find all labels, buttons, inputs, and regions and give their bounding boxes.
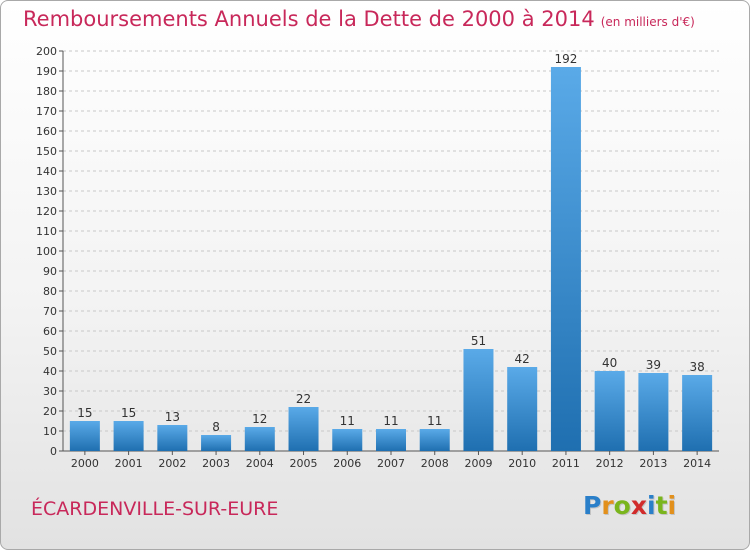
bar-value-label: 38 [689, 360, 704, 374]
x-tick-label: 2010 [508, 457, 536, 470]
y-tick-label: 110 [36, 225, 57, 238]
y-tick-label: 70 [43, 305, 57, 318]
x-tick-label: 2002 [158, 457, 186, 470]
bar-value-label: 15 [77, 406, 92, 420]
logo-letter: x [630, 491, 647, 520]
bar-2001 [113, 421, 144, 451]
x-tick-label: 2001 [115, 457, 143, 470]
x-tick-label: 2005 [290, 457, 318, 470]
bar-2005 [288, 407, 319, 451]
bar-2007 [376, 429, 406, 451]
chart-title-text: Remboursements Annuels de la Dette de 20… [23, 7, 595, 31]
y-tick-label: 80 [43, 285, 57, 298]
bar-value-label: 192 [554, 52, 577, 66]
bar-2002 [157, 425, 188, 451]
logo-letter: i [647, 491, 656, 520]
bar-2006 [332, 429, 363, 451]
y-tick-label: 170 [36, 105, 57, 118]
bar-value-label: 12 [252, 412, 267, 426]
proxiti-logo: Proxiti [583, 491, 676, 520]
x-tick-label: 2011 [552, 457, 580, 470]
y-tick-label: 20 [43, 405, 57, 418]
y-tick-label: 190 [36, 65, 57, 78]
logo-letter: o [613, 491, 631, 520]
x-tick-label: 2007 [377, 457, 405, 470]
x-tick-label: 2006 [333, 457, 361, 470]
y-tick-label: 140 [36, 165, 57, 178]
bar-2008 [419, 429, 450, 451]
y-tick-label: 160 [36, 125, 57, 138]
y-tick-label: 150 [36, 145, 57, 158]
x-tick-label: 2003 [202, 457, 230, 470]
bar-value-label: 22 [296, 392, 311, 406]
bar-value-label: 39 [646, 358, 661, 372]
y-tick-label: 120 [36, 205, 57, 218]
bar-2010 [507, 367, 538, 451]
x-tick-label: 2013 [639, 457, 667, 470]
logo-letter: i [667, 491, 677, 520]
bar-value-label: 13 [165, 410, 180, 424]
bar-2003 [201, 435, 232, 451]
y-tick-label: 180 [36, 85, 57, 98]
x-tick-label: 2009 [464, 457, 492, 470]
logo-letter: P [583, 491, 602, 520]
y-tick-label: 90 [43, 265, 57, 278]
bar-value-label: 8 [212, 420, 220, 434]
bar-2014 [682, 375, 713, 451]
bar-2011 [550, 67, 581, 451]
bar-value-label: 51 [471, 334, 486, 348]
bar-value-label: 11 [340, 414, 355, 428]
unit-label: (en milliers d'€) [600, 15, 695, 29]
x-tick-label: 2000 [71, 457, 99, 470]
place-name: ÉCARDENVILLE-SUR-EURE [31, 498, 279, 520]
bar-2009 [463, 349, 494, 451]
y-tick-label: 100 [36, 245, 57, 258]
y-tick-label: 200 [36, 45, 57, 58]
logo-letter: r [601, 491, 614, 520]
bar-2013 [638, 373, 669, 451]
logo-letter: t [655, 491, 668, 520]
x-tick-label: 2014 [683, 457, 711, 470]
x-tick-label: 2012 [596, 457, 624, 470]
x-tick-label: 2008 [421, 457, 449, 470]
y-tick-label: 10 [43, 425, 57, 438]
y-tick-label: 130 [36, 185, 57, 198]
y-tick-label: 50 [43, 345, 57, 358]
bar-2000 [69, 421, 100, 451]
y-tick-label: 60 [43, 325, 57, 338]
bar-value-label: 11 [427, 414, 442, 428]
chart-title: Remboursements Annuels de la Dette de 20… [23, 7, 695, 31]
y-tick-label: 0 [50, 445, 57, 458]
bar-2012 [594, 371, 625, 451]
y-tick-label: 30 [43, 385, 57, 398]
bar-value-label: 15 [121, 406, 136, 420]
bar-value-label: 11 [383, 414, 398, 428]
bar-2004 [244, 427, 275, 451]
y-tick-label: 40 [43, 365, 57, 378]
x-tick-label: 2004 [246, 457, 274, 470]
bar-value-label: 40 [602, 356, 617, 370]
bar-value-label: 42 [515, 352, 530, 366]
